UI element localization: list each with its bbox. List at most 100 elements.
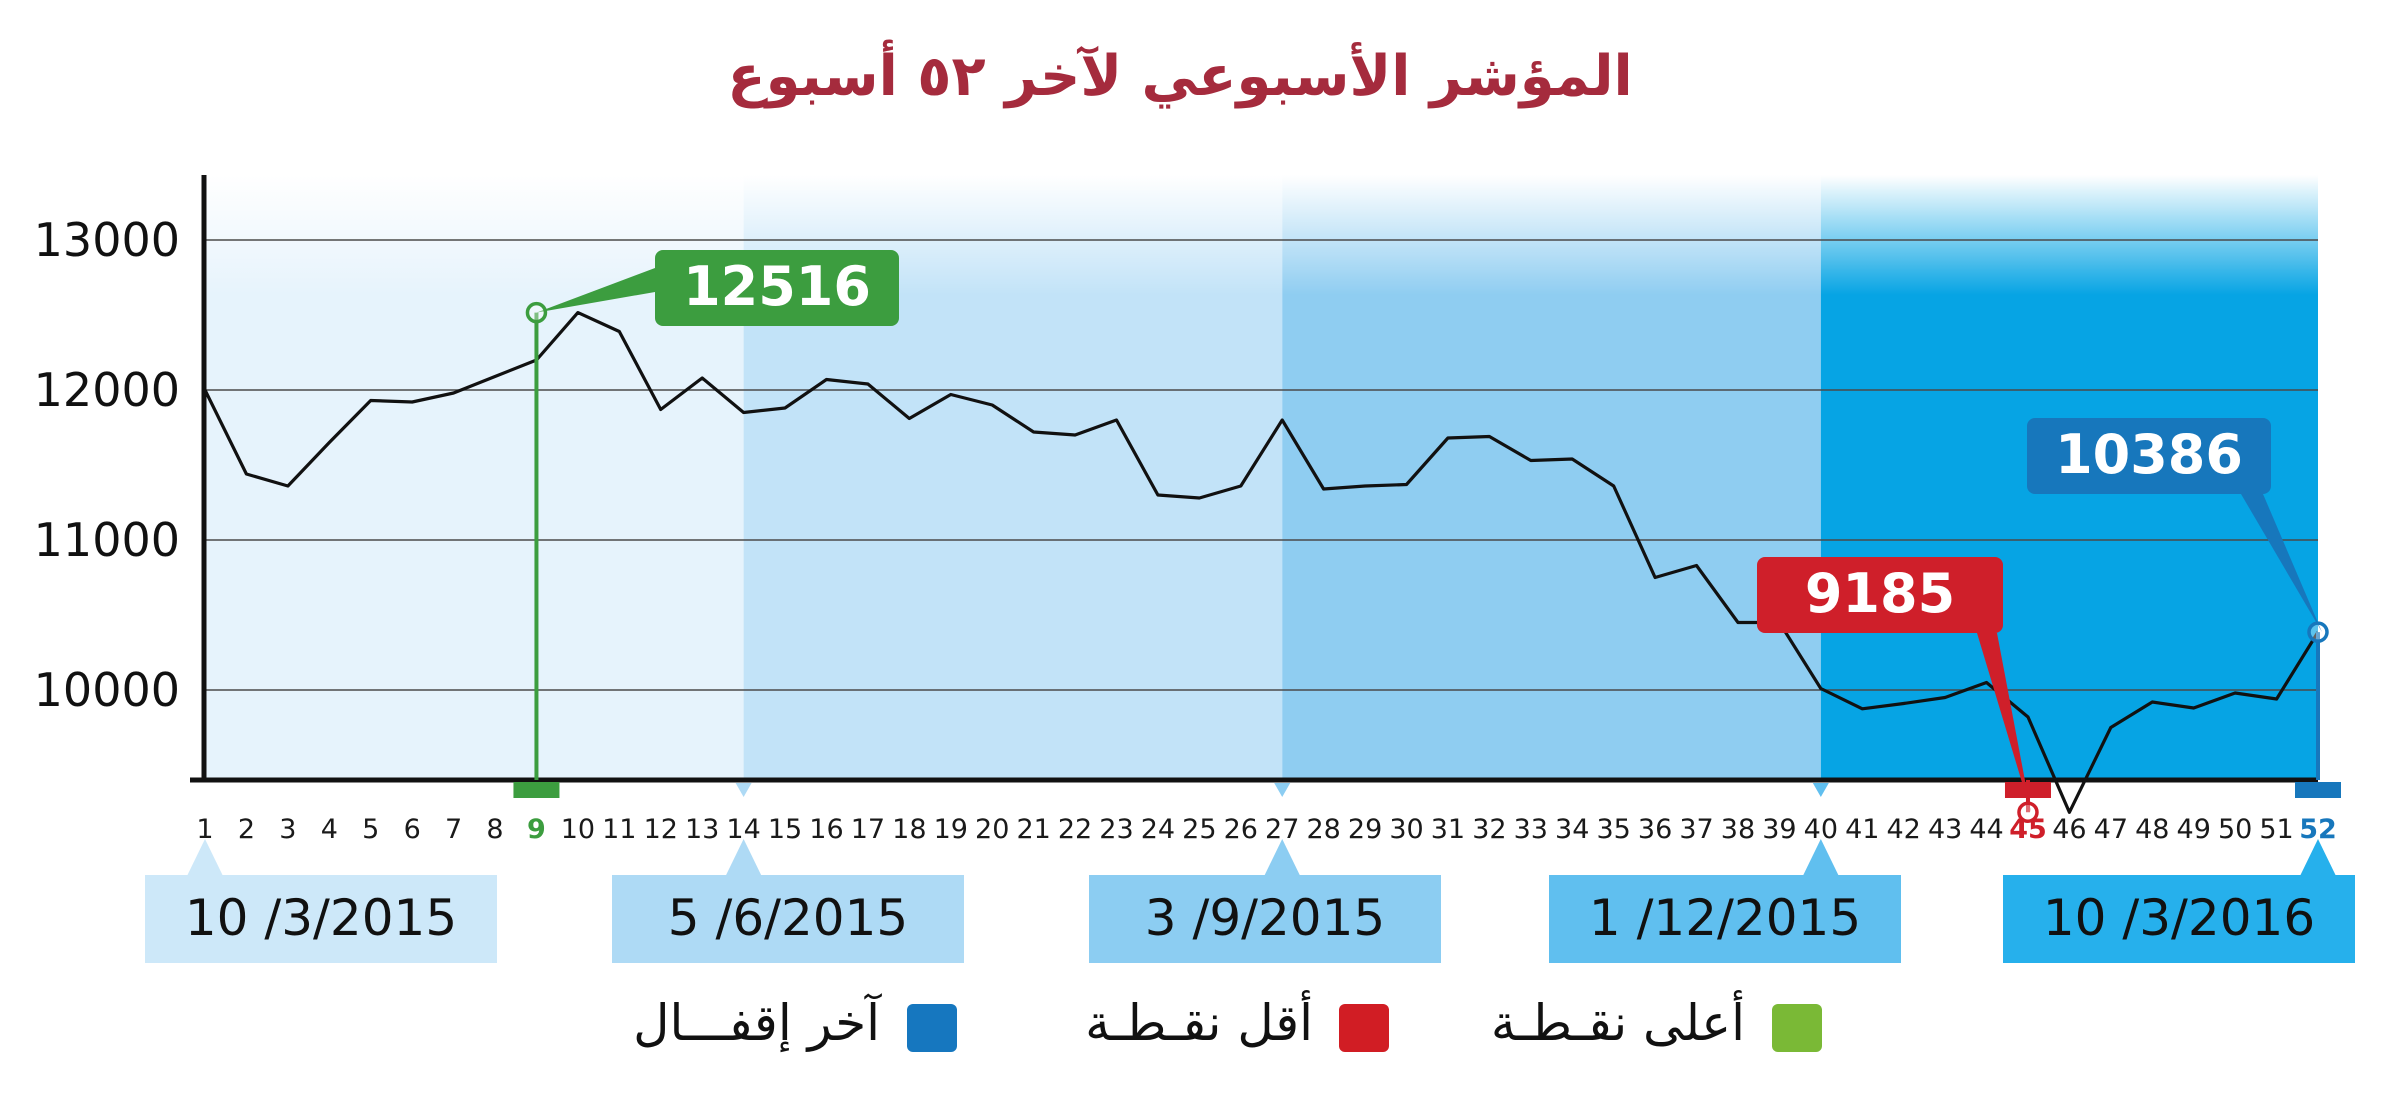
date-marker-label: 5 /6/2015 — [668, 889, 908, 947]
highlight-pointer — [2241, 494, 2322, 633]
x-tick-label: 41 — [1845, 814, 1879, 845]
x-tick-label: 44 — [1969, 814, 2003, 845]
axis-boundary-marker — [1274, 783, 1291, 797]
axis-boundary-marker — [735, 783, 752, 797]
x-tick-label: 10 — [561, 814, 595, 845]
date-marker-label: 3 /9/2015 — [1145, 889, 1385, 947]
series-line — [203, 311, 2320, 814]
highlight-label-box — [655, 250, 899, 326]
x-tick-label: 28 — [1306, 814, 1340, 845]
x-tick-label: 36 — [1638, 814, 1672, 845]
x-tick-label: 19 — [934, 814, 968, 845]
top-fade — [204, 175, 2318, 295]
x-tick-label: 25 — [1182, 814, 1216, 845]
x-tick-label: 49 — [2177, 814, 2211, 845]
highlight-label: 9185 — [1805, 562, 1955, 625]
x-tick-label: 38 — [1721, 814, 1755, 845]
highlight-point — [525, 301, 548, 324]
x-tick-label: 12 — [644, 814, 678, 845]
date-marker-label: 10 /3/2016 — [2043, 889, 2315, 947]
x-tick-label: 50 — [2218, 814, 2252, 845]
date-markers: 10 /3/2015 5 /6/2015 3 /9/2015 1 /12/2015 10… — [145, 839, 2355, 963]
x-tick-label: 26 — [1224, 814, 1258, 845]
chart-title: المؤشر الأسبوعي لآخر ٥٢ أسبوع — [727, 39, 1632, 109]
x-tick-label: 30 — [1389, 814, 1423, 845]
x-tick-label: 33 — [1514, 814, 1548, 845]
x-tick-label: 39 — [1762, 814, 1796, 845]
x-tick-label: 48 — [2135, 814, 2169, 845]
x-tick-label: 24 — [1141, 814, 1175, 845]
x-tick-label: 22 — [1058, 814, 1092, 845]
date-marker-box — [1549, 875, 1901, 963]
x-tick-label: 7 — [445, 814, 462, 845]
x-tick-label: 43 — [1928, 814, 1962, 845]
date-marker-pointer — [725, 839, 762, 876]
highlight-label-box — [2027, 418, 2271, 494]
y-tick-label: 11000 — [34, 513, 180, 567]
background-bands — [204, 175, 2318, 780]
x-tick-label: 15 — [768, 814, 802, 845]
y-tick-label: 12000 — [34, 363, 180, 417]
x-tick-label: 46 — [2052, 814, 2086, 845]
legend-swatch — [1772, 1004, 1822, 1052]
y-tick-label: 10000 — [34, 663, 180, 717]
x-tick-label: 17 — [851, 814, 885, 845]
legend-label: أعلى نقـطـة — [1491, 990, 1745, 1052]
legend-label: آخر إقفـــال — [633, 993, 882, 1053]
axis-highlight-marker — [2295, 782, 2341, 798]
highlight-pointer — [1977, 633, 2031, 813]
highlight-point — [2307, 621, 2329, 643]
y-tick-labels: 10000 11000 12000 13000 — [34, 213, 180, 717]
x-tick-label: 42 — [1887, 814, 1921, 845]
x-tick-labels: 1 2 3 4 5 6 7 8 9 10 11 12 13 14 15 16 17 18 19 20 21 22 23 24 2… — [196, 814, 2336, 845]
highlight-label-box — [1757, 557, 2003, 633]
highlight-point — [2017, 801, 2039, 823]
x-tick-label: 47 — [2094, 814, 2128, 845]
date-marker-pointer — [1802, 839, 1839, 876]
x-tick-label: 21 — [1016, 814, 1050, 845]
axis-highlight-marker — [513, 782, 560, 798]
x-tick-label: 1 — [196, 814, 213, 845]
highlight-label: 12516 — [683, 255, 871, 318]
legend-swatch — [907, 1004, 957, 1052]
x-tick-label: 51 — [2259, 814, 2293, 845]
x-tick-label: 16 — [809, 814, 843, 845]
x-tick-label: 31 — [1431, 814, 1465, 845]
series-line-path — [203, 311, 2320, 814]
date-marker-box — [1089, 875, 1441, 963]
x-tick-label: 4 — [321, 814, 338, 845]
x-tick-label: 2 — [238, 814, 255, 845]
date-marker-pointer — [2300, 839, 2336, 876]
x-tick-label: 20 — [975, 814, 1009, 845]
legend-swatch — [1339, 1004, 1389, 1052]
date-marker-label: 1 /12/2015 — [1589, 889, 1861, 947]
highlight-callouts: 12516 9185 10386 — [525, 250, 2329, 823]
x-tick-label: 37 — [1679, 814, 1713, 845]
x-tick-label: 29 — [1348, 814, 1382, 845]
axis-boundary-marker — [1812, 783, 1829, 797]
x-tick-label: 23 — [1099, 814, 1133, 845]
highlight-pointer — [536, 268, 655, 313]
date-marker-box — [612, 875, 964, 963]
x-tick-label: 34 — [1555, 814, 1589, 845]
x-tick-label: 6 — [404, 814, 421, 845]
x-tick-label: 18 — [892, 814, 926, 845]
legend: أعلى نقـطـة أقل نقـطـة آخر إقفـــال — [633, 990, 1822, 1053]
date-marker-pointer — [187, 839, 223, 876]
x-tick-label: 11 — [602, 814, 636, 845]
date-marker-label: 10 /3/2015 — [185, 889, 457, 947]
x-tick-label: 35 — [1596, 814, 1630, 845]
y-tick-label: 13000 — [34, 213, 180, 267]
legend-label: أقل نقـطـة — [1085, 990, 1313, 1052]
date-marker-pointer — [1264, 839, 1301, 876]
x-tick-label: 5 — [362, 814, 379, 845]
x-tick-label: 32 — [1472, 814, 1506, 845]
x-tick-label: 8 — [486, 814, 503, 845]
x-tick-label: 45 — [2009, 814, 2047, 845]
x-tick-label: 3 — [279, 814, 296, 845]
x-tick-label: 9 — [527, 814, 546, 845]
x-tick-label: 13 — [685, 814, 719, 845]
highlight-label: 10386 — [2055, 423, 2243, 486]
date-marker-box — [145, 875, 497, 963]
